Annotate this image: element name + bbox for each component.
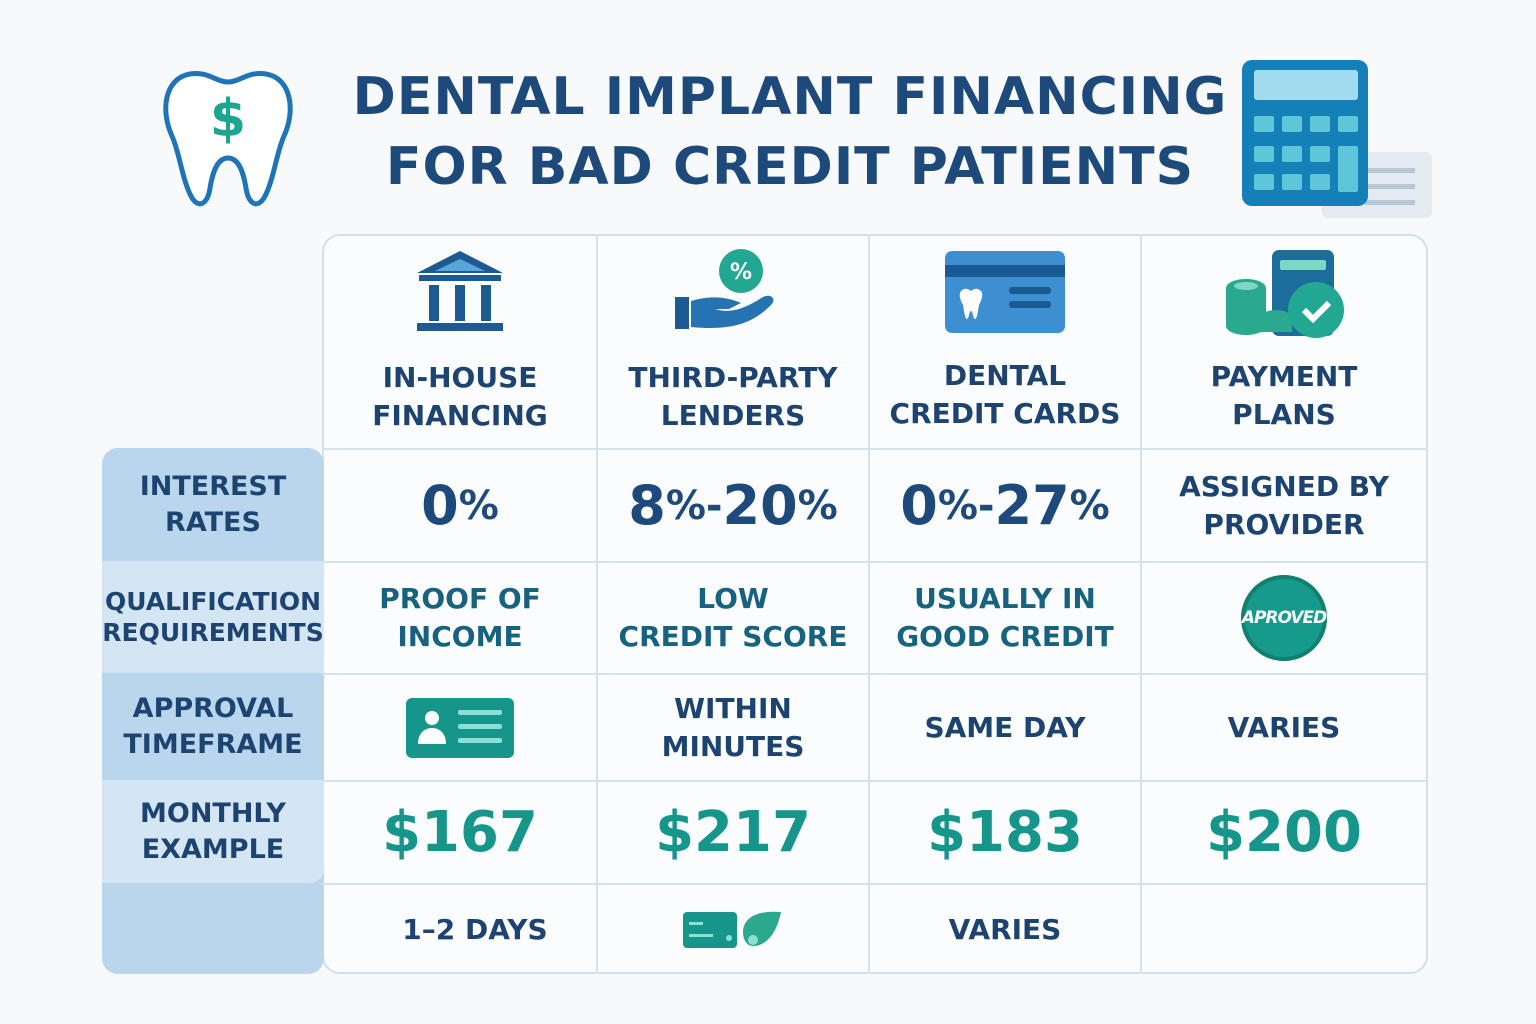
calculator-icon [1240, 58, 1435, 227]
row-label-interest-rates: INTEREST RATES [139, 470, 287, 538]
cell-qual-third-party: LOW CREDIT SCORE [618, 582, 848, 653]
card-leaf-icon [683, 911, 781, 948]
cell-approval-dental-cards: SAME DAY [924, 710, 1086, 744]
bank-icon [417, 251, 503, 331]
column-header-dental-credit-cards: DENTAL CREDIT CARDS [870, 234, 1140, 448]
id-card-icon [406, 697, 514, 758]
cell-monthly-third-party: $217 [655, 800, 811, 865]
cell-qual-dental-cards: USUALLY IN GOOD CREDIT [896, 582, 1114, 653]
cell-monthly-payment-plans: $200 [1206, 800, 1362, 865]
coins-check-icon [1226, 250, 1344, 338]
cell-qual-payment-plans: APROVED [1142, 563, 1426, 673]
page-title: DENTAL IMPLANT FINANCING FOR BAD CREDIT P… [352, 67, 1228, 197]
column-header-third-party: % THIRD-PARTY LENDERS [598, 234, 868, 448]
tooth-dollar-icon: $ [160, 64, 296, 212]
row-label-monthly-example: MONTHLY EXAMPLE [102, 780, 324, 883]
cell-rate-dental-cards: 0% -27% [900, 474, 1110, 537]
cell-monthly-dental-cards: $183 [927, 800, 1083, 865]
cell-approval-third-party: WITHIN MINUTES [661, 691, 805, 763]
column-header-in-house: IN-HOUSE FINANCING [324, 234, 596, 448]
hand-percent-icon: % [675, 249, 774, 329]
svg-text:%: % [730, 260, 752, 285]
approved-badge: APROVED [1241, 575, 1327, 661]
cell-extra-third-party [598, 885, 868, 974]
cell-rate-third-party: 8% -20% [628, 474, 838, 537]
cell-approval-in-house [324, 675, 596, 780]
column-header-payment-plans: PAYMENT PLANS [1142, 234, 1426, 448]
cell-monthly-in-house: $167 [382, 800, 538, 865]
financing-comparison-table: INTEREST RATES QUALIFICATION REQUIREMENTS … [102, 234, 1428, 974]
cell-approval-payment-plans: VARIES [1227, 710, 1341, 744]
cell-extra-in-house: 1–2 DAYS [402, 912, 548, 946]
cell-extra-dental-cards: VARIES [948, 912, 1062, 946]
cell-rate-payment-plans: ASSIGNED BY PROVIDER [1179, 469, 1389, 541]
row-label-approval-timeframe: APPROVAL TIMEFRAME [123, 692, 303, 760]
cell-rate-in-house: 0% [421, 474, 499, 537]
row-label-qualification: QUALIFICATION REQUIREMENTS [102, 561, 324, 673]
cell-qual-in-house: PROOF OF INCOME [379, 582, 541, 653]
svg-text:$: $ [210, 89, 246, 149]
row-labels: INTEREST RATES QUALIFICATION REQUIREMENTS … [102, 448, 324, 974]
dental-card-icon [945, 251, 1065, 333]
